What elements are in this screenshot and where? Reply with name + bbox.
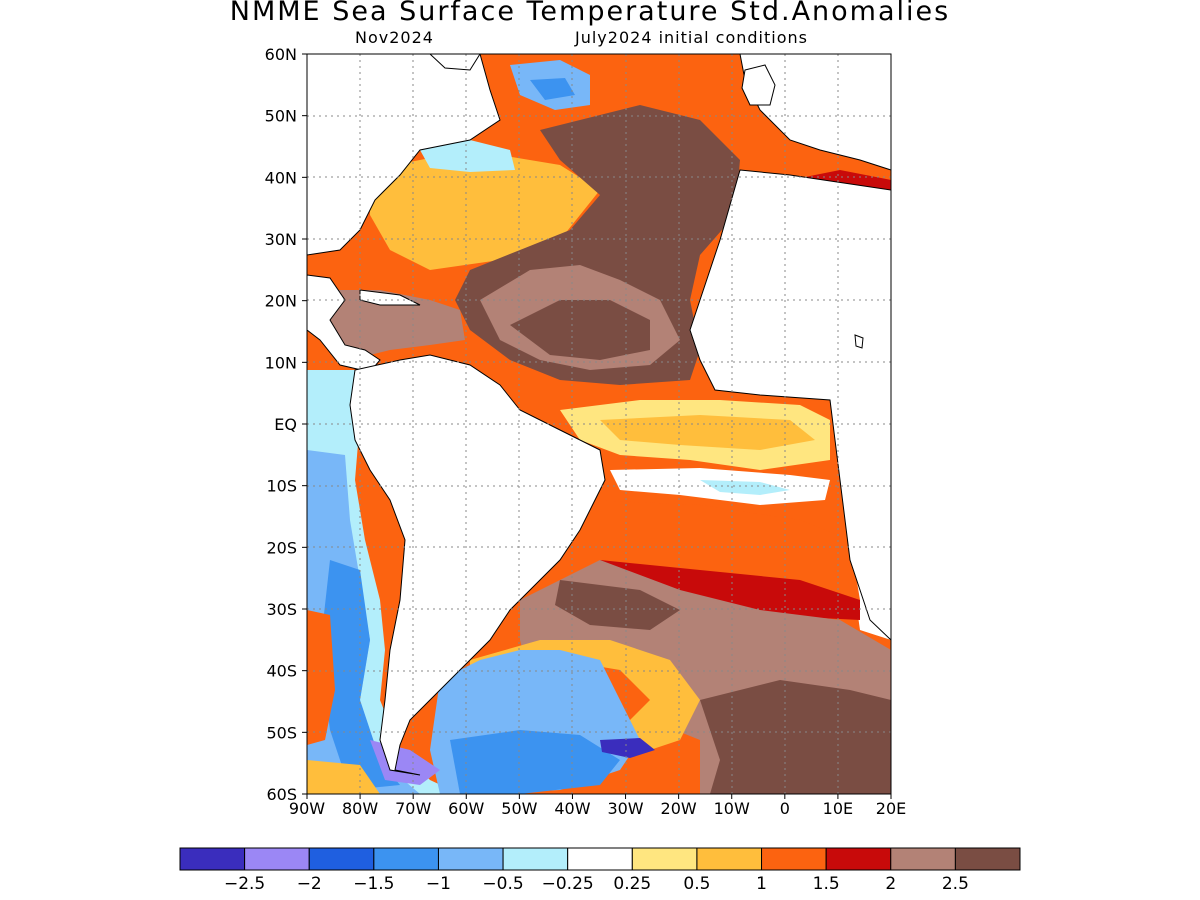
colorbar-label: −0.5 [482, 874, 523, 894]
colorbar-label: −0.25 [542, 874, 594, 894]
forecast-month: Nov2024 [355, 28, 434, 47]
initial-conditions: July2024 initial conditions [575, 28, 808, 47]
lat-tick-label: 10S [266, 477, 297, 496]
lat-tick-label: 20N [265, 292, 297, 311]
colorbar-swatch [631, 847, 698, 871]
lon-tick-label: 40W [554, 799, 590, 818]
south-atlantic-brown-2 [555, 580, 680, 630]
lat-tick-label: 50N [265, 107, 297, 126]
colorbar-label: 0.25 [613, 874, 651, 894]
africa-land [689, 169, 891, 641]
lat-tick-label: 60S [266, 785, 297, 804]
colorbar-label: 1 [756, 874, 767, 894]
colorbar: −2.5 −2 −1.5 −1 −0.5 −0.25 0.25 0.5 1 1.5 2 2.5 [179, 847, 1021, 894]
colorbar-label: 1.5 [813, 874, 840, 894]
lon-tick-label: 90W [289, 799, 325, 818]
south-atlantic-dark-red [600, 560, 860, 620]
lon-tick-label: 70W [395, 799, 431, 818]
cuba-land [359, 289, 421, 306]
lon-tick-label: 0 [780, 799, 790, 818]
longitude-axis: 90W 80W 70W 60W 50W 40W 30W 20W 10W 0 10E 20E [289, 794, 906, 818]
colorbar-label: −2 [297, 874, 322, 894]
lat-tick-label: 60N [265, 45, 297, 64]
lat-tick-label: 30S [266, 600, 297, 619]
newfoundland-cool [420, 140, 515, 172]
caribbean-brown [320, 290, 465, 360]
equatorial-light-blue [700, 480, 790, 495]
colorbar-label: 0.5 [683, 874, 710, 894]
colorbar-swatch [954, 847, 1021, 871]
colorbar-swatch [244, 847, 310, 871]
colorbar-swatch [825, 847, 892, 871]
graticule [307, 54, 891, 794]
madagascar-land [854, 334, 864, 349]
lon-tick-label: 50W [501, 799, 537, 818]
colorbar-swatch [179, 847, 246, 871]
lon-tick-label: 10W [714, 799, 750, 818]
south-america-land [349, 354, 606, 776]
colorbar-swatch [373, 847, 439, 871]
south-atlantic-dark-brown [700, 680, 891, 794]
colorbar-swatch [567, 847, 633, 871]
lat-tick-label: 30N [265, 230, 297, 249]
lon-tick-label: 20W [661, 799, 697, 818]
map-title: NMME Sea Surface Temperature Std.Anomali… [229, 0, 951, 27]
british-isles-land [741, 64, 776, 106]
anomaly-field [307, 54, 891, 794]
colorbar-label: 2 [885, 874, 896, 894]
lon-tick-label: 80W [342, 799, 378, 818]
colorbar-swatch [696, 847, 763, 871]
south-georgia-violet [600, 738, 655, 758]
greenland-land [429, 54, 481, 71]
colorbar-label: −1 [426, 874, 451, 894]
colorbar-label: 2.5 [942, 874, 969, 894]
lat-tick-label: 40S [266, 662, 297, 681]
colorbar-swatch [502, 847, 569, 871]
lat-tick-label: 50S [266, 723, 297, 742]
pacific-warm-south [307, 760, 380, 794]
lat-tick-label: 20S [266, 538, 297, 557]
map-area [307, 54, 891, 794]
north-america-land [307, 54, 501, 256]
lon-tick-label: 20E [876, 799, 906, 818]
latitude-axis: 60N 50N 40N 30N 20N 10N EQ 10S 20S 30S 40S 50S 60S [265, 45, 307, 804]
labrador-blue [530, 78, 575, 100]
colorbar-label: −2.5 [224, 874, 265, 894]
tropical-orange-band [600, 415, 815, 450]
central-america-land [307, 274, 381, 373]
lon-tick-label: 10E [823, 799, 853, 818]
colorbar-label: −1.5 [353, 874, 394, 894]
land [307, 54, 891, 776]
pacific-mid-blue [320, 560, 400, 790]
southern-ocean-blue [450, 730, 620, 794]
lat-tick-label: 40N [265, 168, 297, 187]
lat-tick-label: 10N [265, 353, 297, 372]
gulf-stream-warm [370, 150, 600, 270]
lat-tick-label: EQ [274, 415, 297, 434]
lon-tick-label: 60W [448, 799, 484, 818]
pacific-warm-patch [307, 610, 335, 745]
colorbar-swatch [890, 847, 956, 871]
north-atlantic-inner-brown [510, 300, 650, 360]
colorbar-swatch [761, 847, 827, 871]
colorbar-swatch [437, 847, 504, 871]
lon-tick-label: 30W [607, 799, 643, 818]
colorbar-swatch [308, 847, 375, 871]
